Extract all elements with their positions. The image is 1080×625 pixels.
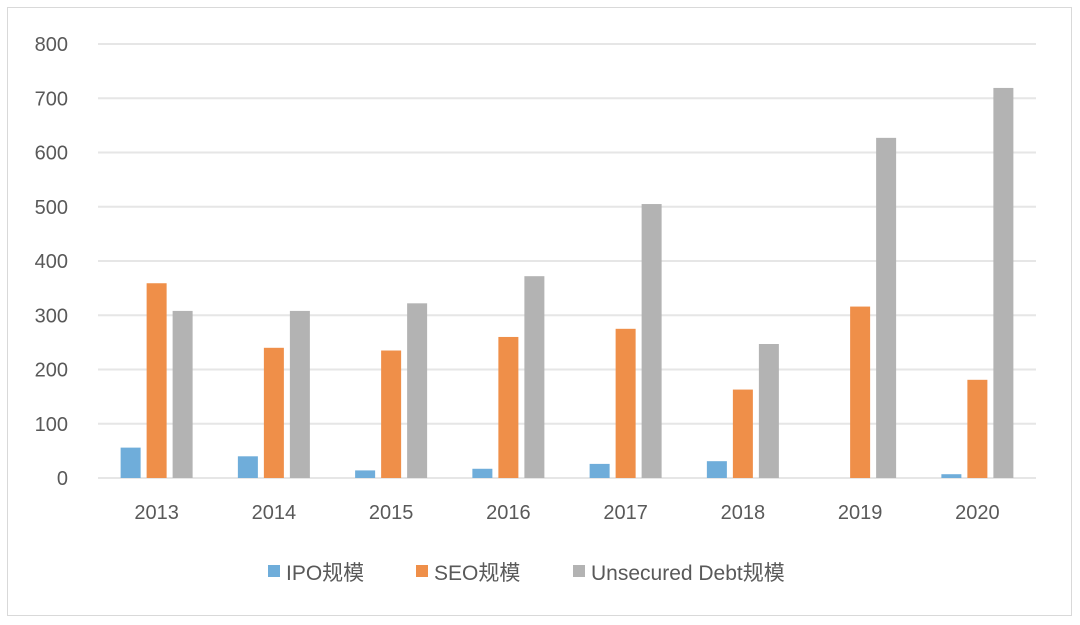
bar-SEO规模-2019 bbox=[850, 306, 871, 478]
y-tick-label: 100 bbox=[35, 414, 68, 436]
legend-item: IPO规模 bbox=[268, 562, 364, 585]
bar-IPO规模-2015 bbox=[355, 470, 376, 478]
legend-item: Unsecured Debt规模 bbox=[573, 562, 785, 585]
bar-IPO规模-2013 bbox=[120, 447, 141, 478]
legend-swatch bbox=[416, 565, 428, 577]
bar-IPO规模-2016 bbox=[472, 468, 493, 478]
y-tick-label: 700 bbox=[35, 88, 68, 110]
bar-SEO规模-2017 bbox=[615, 328, 636, 478]
bar-IPO规模-2020 bbox=[941, 474, 962, 478]
x-tick-label: 2014 bbox=[252, 502, 297, 524]
y-tick-label: 200 bbox=[35, 360, 68, 382]
legend-label: SEO规模 bbox=[434, 562, 520, 585]
bar-Unsecured Debt规模-2018 bbox=[758, 344, 779, 478]
x-tick-label: 2016 bbox=[486, 502, 531, 524]
y-tick-label: 300 bbox=[35, 305, 68, 327]
y-tick-label: 400 bbox=[35, 251, 68, 273]
x-tick-label: 2018 bbox=[721, 502, 766, 524]
bar-Unsecured Debt规模-2017 bbox=[641, 204, 662, 478]
bar-SEO规模-2016 bbox=[498, 336, 519, 478]
legend: IPO规模 SEO规模 Unsecured Debt规模 bbox=[268, 562, 785, 585]
y-tick-label: 500 bbox=[35, 197, 68, 219]
x-tick-label: 2019 bbox=[838, 502, 883, 524]
legend-item: SEO规模 bbox=[416, 562, 520, 585]
legend-swatch bbox=[573, 565, 585, 577]
bar-Unsecured Debt规模-2016 bbox=[524, 276, 545, 478]
bar-IPO规模-2017 bbox=[589, 463, 610, 478]
bars bbox=[120, 87, 1014, 479]
x-tick-label: 2020 bbox=[955, 502, 1000, 524]
bar-SEO规模-2020 bbox=[967, 379, 988, 478]
bar-SEO规模-2015 bbox=[381, 350, 402, 478]
bar-Unsecured Debt规模-2013 bbox=[172, 310, 193, 478]
bar-SEO规模-2014 bbox=[263, 347, 284, 478]
bar-Unsecured Debt规模-2019 bbox=[876, 137, 897, 479]
chart-frame bbox=[7, 7, 1072, 616]
bar-IPO规模-2014 bbox=[237, 456, 258, 478]
bar-Unsecured Debt规模-2014 bbox=[289, 310, 310, 478]
legend-label: IPO规模 bbox=[286, 562, 364, 585]
x-tick-label: 2017 bbox=[603, 502, 648, 524]
x-tick-label: 2015 bbox=[369, 502, 414, 524]
y-tick-label: 800 bbox=[35, 34, 68, 56]
y-axis: 0 100 200 300 400 500 600 700 800 bbox=[35, 34, 68, 490]
bar-SEO规模-2018 bbox=[732, 389, 753, 478]
bar-IPO规模-2018 bbox=[706, 461, 727, 478]
bar-Unsecured Debt规模-2020 bbox=[993, 87, 1014, 478]
y-tick-label: 600 bbox=[35, 143, 68, 165]
x-axis: 2013 2014 2015 2016 2017 2018 2019 2020 bbox=[134, 502, 999, 524]
legend-label: Unsecured Debt规模 bbox=[591, 562, 785, 585]
y-tick-label: 0 bbox=[57, 468, 68, 490]
x-tick-label: 2013 bbox=[134, 502, 179, 524]
bar-SEO规模-2013 bbox=[146, 283, 167, 478]
legend-swatch bbox=[268, 565, 280, 577]
bar-Unsecured Debt规模-2015 bbox=[407, 303, 428, 478]
